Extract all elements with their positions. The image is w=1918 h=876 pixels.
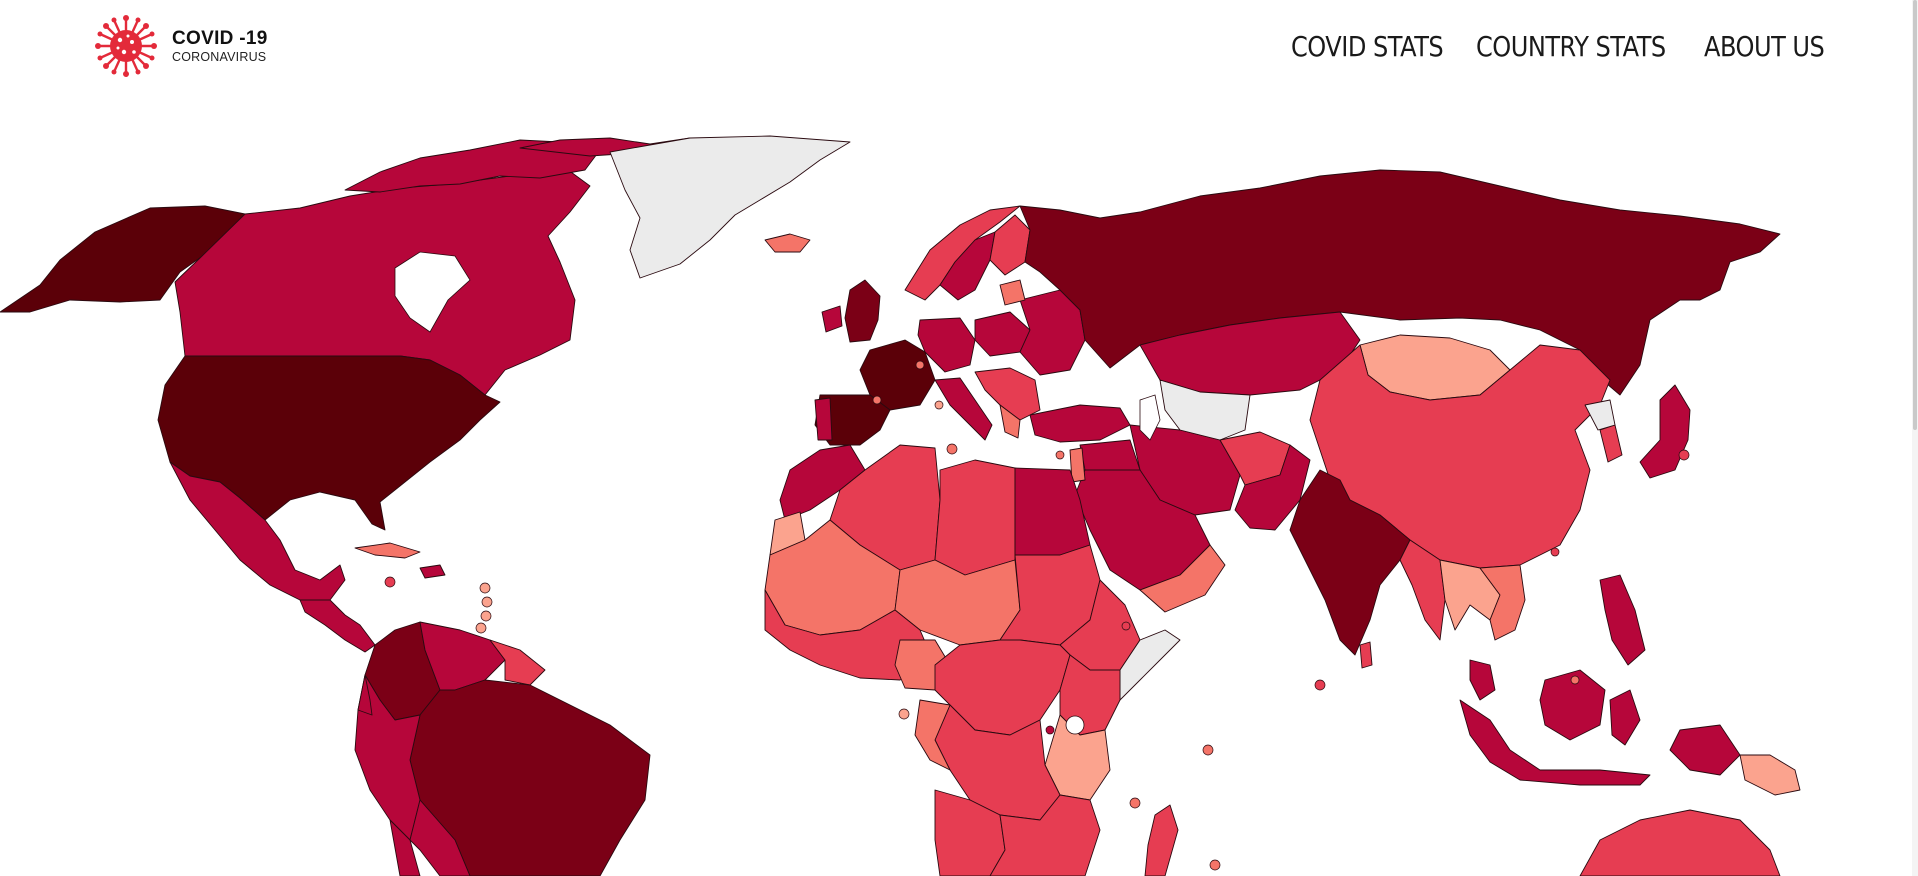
country-italy[interactable] bbox=[934, 377, 993, 441]
country-mexico[interactable] bbox=[169, 461, 346, 601]
island-marker[interactable] bbox=[946, 443, 958, 455]
island-marker[interactable] bbox=[1314, 679, 1326, 691]
country-central-asia[interactable] bbox=[1159, 379, 1251, 441]
country-india[interactable] bbox=[1289, 469, 1411, 656]
country-zambia-mozambique[interactable] bbox=[989, 794, 1101, 876]
island-marker[interactable] bbox=[934, 400, 944, 410]
country-israel-jordan[interactable] bbox=[1069, 447, 1086, 483]
logo-title: COVID -19 bbox=[172, 27, 268, 49]
country-north-korea[interactable] bbox=[1584, 399, 1616, 431]
island-marker[interactable] bbox=[1129, 797, 1141, 809]
country-philippines[interactable] bbox=[1599, 574, 1646, 666]
small-island-markers bbox=[384, 360, 1690, 871]
nav-country-stats[interactable]: COUNTRY STATS bbox=[1475, 30, 1666, 63]
island-marker[interactable] bbox=[1209, 859, 1221, 871]
island-marker[interactable] bbox=[1678, 449, 1690, 461]
country-iceland[interactable] bbox=[764, 233, 811, 253]
country-portugal[interactable] bbox=[814, 397, 833, 441]
country-papua-new-guinea[interactable] bbox=[1739, 754, 1801, 796]
country-ireland[interactable] bbox=[821, 305, 843, 333]
country-madagascar[interactable] bbox=[1144, 804, 1179, 876]
country-canada-islands[interactable] bbox=[344, 139, 601, 193]
hudson-bay bbox=[394, 251, 471, 333]
lake-victoria bbox=[1065, 715, 1085, 735]
scrollbar-thumb[interactable] bbox=[1913, 0, 1917, 430]
country-cuba[interactable] bbox=[354, 542, 421, 559]
nav-about-us[interactable]: ABOUT US bbox=[1704, 30, 1825, 63]
country-baltics[interactable] bbox=[999, 279, 1026, 306]
island-marker[interactable] bbox=[1121, 621, 1131, 631]
country-libya[interactable] bbox=[934, 459, 1016, 576]
island-marker[interactable] bbox=[1570, 675, 1580, 685]
country-yemen-oman[interactable] bbox=[1139, 544, 1226, 613]
page-scrollbar[interactable] bbox=[1912, 0, 1918, 876]
country-uk[interactable] bbox=[844, 279, 881, 343]
island-marker[interactable] bbox=[479, 582, 491, 594]
country-vietnam[interactable] bbox=[1479, 564, 1526, 641]
country-ecuador[interactable] bbox=[357, 674, 373, 716]
country-japan[interactable] bbox=[1639, 384, 1691, 479]
country-indonesia[interactable] bbox=[1459, 699, 1651, 786]
country-sri-lanka[interactable] bbox=[1359, 641, 1373, 669]
island-marker[interactable] bbox=[481, 596, 493, 608]
country-greece[interactable] bbox=[999, 404, 1021, 439]
region-central-america[interactable] bbox=[299, 599, 376, 653]
country-turkey[interactable] bbox=[1029, 404, 1131, 443]
country-dominican[interactable] bbox=[419, 564, 446, 579]
logo-text: COVID -19 CORONAVIRUS bbox=[172, 29, 268, 64]
main-nav: COVID STATS COUNTRY STATS ABOUT US bbox=[1291, 30, 1826, 63]
country-germany[interactable] bbox=[917, 317, 976, 373]
island-marker[interactable] bbox=[475, 622, 487, 634]
country-greenland[interactable] bbox=[609, 135, 851, 279]
country-iraq-syria[interactable] bbox=[1079, 439, 1141, 471]
island-marker[interactable] bbox=[1045, 725, 1055, 735]
island-marker[interactable] bbox=[872, 395, 882, 405]
country-chile-north[interactable] bbox=[389, 819, 421, 876]
nav-covid-stats[interactable]: COVID STATS bbox=[1290, 30, 1444, 63]
island-marker[interactable] bbox=[898, 708, 910, 720]
country-russia[interactable] bbox=[1019, 169, 1781, 396]
island-marker[interactable] bbox=[1550, 547, 1560, 557]
top-navigation-bar: COVID -19 CORONAVIRUS COVID STATS COUNTR… bbox=[0, 0, 1918, 100]
country-france[interactable] bbox=[859, 339, 936, 411]
country-norway[interactable] bbox=[904, 205, 1021, 301]
island-marker[interactable] bbox=[480, 610, 492, 622]
country-malaysia[interactable] bbox=[1469, 659, 1496, 701]
island-marker[interactable] bbox=[1055, 450, 1065, 460]
logo-subtitle: CORONAVIRUS bbox=[172, 49, 267, 64]
country-sulawesi[interactable] bbox=[1609, 689, 1641, 746]
island-marker[interactable] bbox=[915, 360, 925, 370]
virus-icon-svg bbox=[95, 15, 157, 77]
caspian-sea bbox=[1139, 394, 1161, 441]
country-papua[interactable] bbox=[1669, 724, 1741, 776]
island-marker[interactable] bbox=[1202, 744, 1214, 756]
country-australia[interactable] bbox=[1579, 809, 1781, 876]
virus-icon bbox=[94, 14, 158, 78]
country-gabon-congo[interactable] bbox=[914, 699, 951, 771]
country-korea[interactable] bbox=[1599, 424, 1623, 463]
site-logo[interactable]: COVID -19 CORONAVIRUS bbox=[94, 14, 268, 78]
island-marker[interactable] bbox=[384, 576, 396, 588]
country-borneo[interactable] bbox=[1539, 669, 1606, 741]
